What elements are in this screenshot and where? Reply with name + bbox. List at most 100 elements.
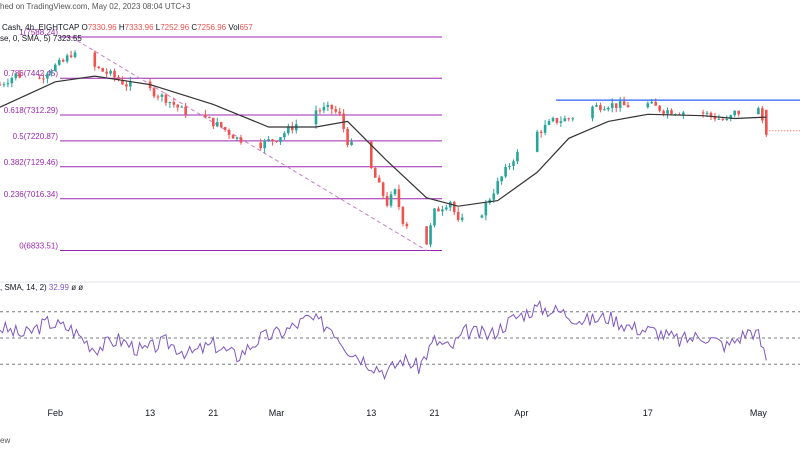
candle-down <box>437 208 440 212</box>
candle-down <box>69 55 73 58</box>
candle-down <box>381 182 385 196</box>
fib-level-label: 0.786(7442.45) <box>4 69 59 78</box>
candle-up <box>389 194 393 206</box>
candle-down <box>125 84 128 87</box>
candle-up <box>350 141 353 145</box>
candle-up <box>733 110 736 116</box>
candle-up <box>10 77 14 84</box>
candle-down <box>101 68 104 72</box>
fib-level-label: 1(7588.24) <box>19 28 58 37</box>
ohlc-open-label: O <box>81 23 88 32</box>
candle-up <box>2 84 6 86</box>
candle-down <box>156 96 160 98</box>
ohlc-close-label: C <box>191 23 198 32</box>
x-tick-label: May <box>750 408 768 418</box>
candle-up <box>610 103 614 108</box>
candle-up <box>496 181 499 194</box>
candle-down <box>97 66 101 69</box>
candle-up <box>682 112 685 115</box>
price-levels <box>556 99 800 132</box>
ohlc-low: 7252.96 <box>160 23 190 32</box>
ohlc-low-label: L <box>155 23 161 32</box>
candle-down <box>42 78 45 80</box>
volume-label: Vol <box>228 23 240 32</box>
symbol-info: Cash, 4h, EIGHTCAP <box>2 23 80 32</box>
candle-up <box>618 101 622 108</box>
candle-up <box>492 193 496 200</box>
candle-down <box>18 73 22 78</box>
candle-down <box>709 112 713 117</box>
candle-up <box>535 131 539 152</box>
candle-down <box>385 195 389 206</box>
rsi-pane <box>0 299 800 381</box>
candle-down <box>271 139 274 141</box>
candle-up <box>283 133 286 138</box>
candle-down <box>737 110 740 115</box>
candle-up <box>235 137 239 139</box>
candle-down <box>452 201 456 212</box>
candle-down <box>614 103 618 108</box>
candle-down <box>172 102 176 105</box>
fib-level-label: 0.5(7220.87) <box>13 132 59 141</box>
candle-up <box>603 109 606 111</box>
candle-down <box>765 109 768 131</box>
fib-level-label: 0.236(7016.34) <box>4 190 59 199</box>
candle-down <box>456 211 460 220</box>
candle-down <box>239 137 243 143</box>
trend-line <box>70 36 427 251</box>
candle-down <box>121 80 124 85</box>
candle-down <box>275 140 278 142</box>
candle-down <box>401 206 405 224</box>
candle-down <box>184 106 187 115</box>
candle-up <box>326 104 330 107</box>
candle-up <box>547 121 551 125</box>
candle-up <box>129 81 132 87</box>
candle-down <box>654 101 657 106</box>
candle-up <box>429 225 432 245</box>
rsi-extra: ø ø <box>71 283 84 292</box>
candle-up <box>717 118 721 120</box>
candle-down <box>176 104 180 108</box>
candle-down <box>405 223 409 227</box>
candle-up <box>460 217 464 220</box>
candle-down <box>291 126 294 131</box>
candle-down <box>670 110 673 115</box>
candle-down <box>318 110 322 112</box>
candle-down <box>761 108 764 121</box>
candle-down <box>0 84 2 86</box>
candle-down <box>231 134 235 139</box>
candle-up <box>287 126 290 134</box>
candle-up <box>571 118 575 120</box>
candlestick-series <box>0 50 768 248</box>
candle-up <box>54 64 57 71</box>
ma-value: 7323.55 <box>52 34 82 43</box>
candle-up <box>160 94 164 97</box>
candle-down <box>425 226 428 245</box>
candle-up <box>563 118 567 122</box>
candle-up <box>559 121 563 123</box>
candle-down <box>539 131 543 133</box>
rsi-line <box>0 299 767 381</box>
candle-down <box>622 101 626 106</box>
rsi-value: 32.99 <box>48 283 69 292</box>
fibonacci-retracement: 1(7588.24) 0.786(7442.45) 0.618(7312.29) 0.… <box>4 28 442 252</box>
candle-down <box>61 59 65 62</box>
candle-down <box>662 110 665 114</box>
candle-up <box>705 112 709 114</box>
candle-down <box>219 122 223 128</box>
candle-up <box>441 209 444 212</box>
ohlc-high-label: H <box>118 23 125 32</box>
candle-down <box>117 77 120 81</box>
candle-up <box>591 106 594 119</box>
volume-value: 657 <box>239 23 253 32</box>
candle-down <box>373 167 377 178</box>
candle-down <box>334 109 338 112</box>
candle-down <box>204 114 207 118</box>
candle-up <box>484 202 488 216</box>
candle-down <box>567 118 571 120</box>
ma-settings: se, 0, SMA, 5) <box>0 34 51 43</box>
candle-up <box>279 137 282 142</box>
ohlc-open: 7330.96 <box>87 23 117 32</box>
candle-down <box>346 128 349 145</box>
